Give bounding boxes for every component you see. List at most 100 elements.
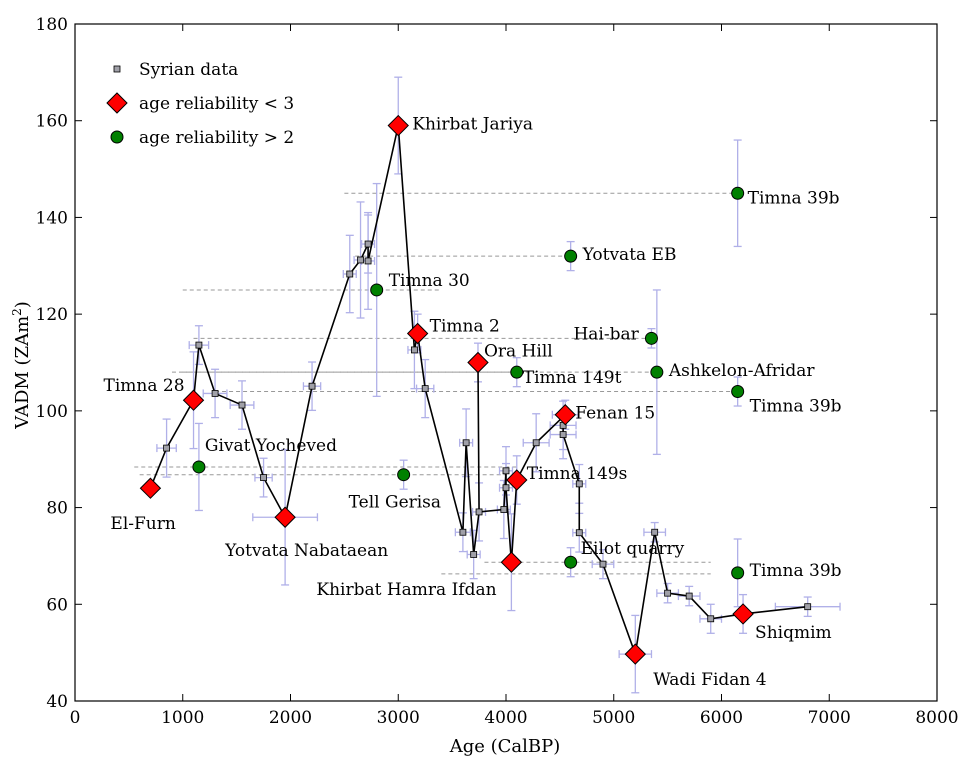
circle-data-point	[731, 385, 745, 399]
x-tick-label: 5000	[592, 708, 635, 728]
site-label: Ora Hill	[484, 342, 553, 362]
legend-label: Syrian data	[139, 60, 238, 80]
circle-data-point	[731, 186, 745, 200]
circle-data-point	[110, 130, 124, 144]
diamond-data-point	[624, 643, 647, 665]
site-label: Timna 2	[430, 316, 500, 336]
x-tick-label: 4000	[484, 708, 527, 728]
site-label: Yotvata Nabataean	[224, 541, 388, 561]
syrian-data-point	[459, 528, 467, 536]
syrian-data-point	[113, 65, 121, 73]
site-label: Timna 149s	[527, 464, 628, 484]
x-tick-label: 0	[70, 708, 81, 728]
site-label: Timna 39b	[750, 561, 842, 581]
syrian-data-point	[651, 528, 659, 536]
data-markers	[139, 114, 812, 665]
y-axis-label-main: VADM (ZAm	[12, 316, 33, 430]
diamond-data-point	[139, 477, 162, 499]
y-axis-label: VADM (ZAm2)	[10, 301, 33, 430]
site-labels: El-Furn Timna 28 Yotvata Nabataean Khirbat …	[104, 115, 842, 691]
x-tick-label: 2000	[269, 708, 312, 728]
circle-data-point	[370, 283, 384, 297]
y-tick-label: 40	[46, 692, 68, 712]
syrian-data-point	[559, 431, 567, 438]
diamond-data-point	[406, 322, 429, 345]
y-tick-label: 160	[36, 112, 68, 132]
y-tick-label: 120	[36, 305, 68, 325]
diamond-data-point	[506, 469, 528, 491]
site-label: Fenan 15	[575, 404, 655, 424]
syrian-data-point	[308, 382, 316, 390]
diamond-data-point	[387, 114, 409, 137]
circle-data-point	[564, 555, 578, 569]
connecting-line	[149, 125, 808, 655]
site-label: Hai-bar	[573, 324, 639, 344]
diamond-data-point	[182, 389, 205, 411]
age-range-lines	[134, 192, 733, 575]
site-label: Timna 30	[389, 271, 470, 291]
y-axis-label-close: )	[12, 301, 33, 308]
x-tick-label: 3000	[377, 708, 420, 728]
y-tick-label: 140	[36, 208, 68, 228]
syrian-data-point	[707, 615, 715, 623]
legend-label: age reliability > 2	[139, 128, 294, 148]
site-label: Yotvata EB	[582, 245, 677, 265]
syrian-data-point	[195, 341, 203, 349]
site-label: Khirbat Hamra Ifdan	[316, 580, 496, 600]
diamond-data-point	[467, 351, 489, 374]
syrian-data-point	[238, 401, 246, 409]
error-bars	[156, 76, 841, 694]
syrian-data-point	[502, 467, 510, 475]
circle-data-point	[650, 365, 664, 379]
circle-data-point	[192, 460, 206, 474]
diamond-data-point	[500, 551, 523, 573]
syrian-data-point	[421, 385, 429, 393]
syrian-data-point	[260, 474, 267, 481]
syrian-data-point	[599, 560, 607, 568]
syrian-data-point	[346, 270, 354, 278]
site-label: Timna 39b	[750, 397, 842, 417]
syrian-data-point	[470, 551, 478, 558]
site-label: Ashkelon-Afridar	[668, 361, 816, 381]
circle-data-point	[644, 331, 658, 345]
legend-label: age reliability < 3	[139, 94, 294, 114]
syrian-data-point	[163, 444, 170, 452]
site-label: Timna 39b	[748, 188, 840, 208]
diamond-data-point	[732, 603, 754, 625]
y-tick-label: 100	[36, 402, 68, 422]
circle-data-point	[564, 249, 578, 263]
site-label: Wadi Fidan 4	[653, 670, 766, 690]
syrian-data-point	[500, 506, 508, 513]
legend: Syrian data age reliability < 3 age reliab…	[106, 60, 294, 148]
x-tick-label: 8000	[915, 708, 958, 728]
syrian-data-point	[364, 240, 372, 248]
diamond-data-point	[274, 506, 296, 528]
syrian-data-point	[462, 439, 470, 447]
syrian-data-point	[804, 603, 812, 611]
syrian-data-point	[364, 257, 372, 265]
diamond-data-point	[554, 404, 576, 426]
site-label: El-Furn	[110, 514, 175, 534]
syrian-data-point	[357, 256, 364, 264]
syrian-data-point	[685, 592, 693, 600]
circle-data-point	[510, 365, 524, 379]
x-tick-label: 7000	[808, 708, 851, 728]
x-axis-label: Age (CalBP)	[449, 736, 561, 757]
syrian-data-point	[502, 484, 510, 492]
site-label: Khirbat Jariya	[412, 115, 533, 135]
syrian-data-point	[575, 529, 583, 537]
syrian-data-point	[575, 480, 583, 488]
diamond-data-point	[106, 92, 128, 114]
y-tick-label: 180	[36, 15, 68, 35]
x-tick-label: 1000	[161, 708, 204, 728]
syrian-data-point	[475, 508, 483, 516]
connecting-path	[149, 125, 808, 655]
circle-data-point	[731, 566, 745, 580]
site-label: Timna 28	[104, 376, 185, 396]
y-tick-label: 60	[46, 595, 68, 615]
site-label: Tell Gerisa	[349, 493, 441, 513]
syrian-data-point	[664, 589, 672, 597]
site-label: Shiqmim	[755, 623, 832, 643]
syrian-data-point	[532, 439, 540, 447]
